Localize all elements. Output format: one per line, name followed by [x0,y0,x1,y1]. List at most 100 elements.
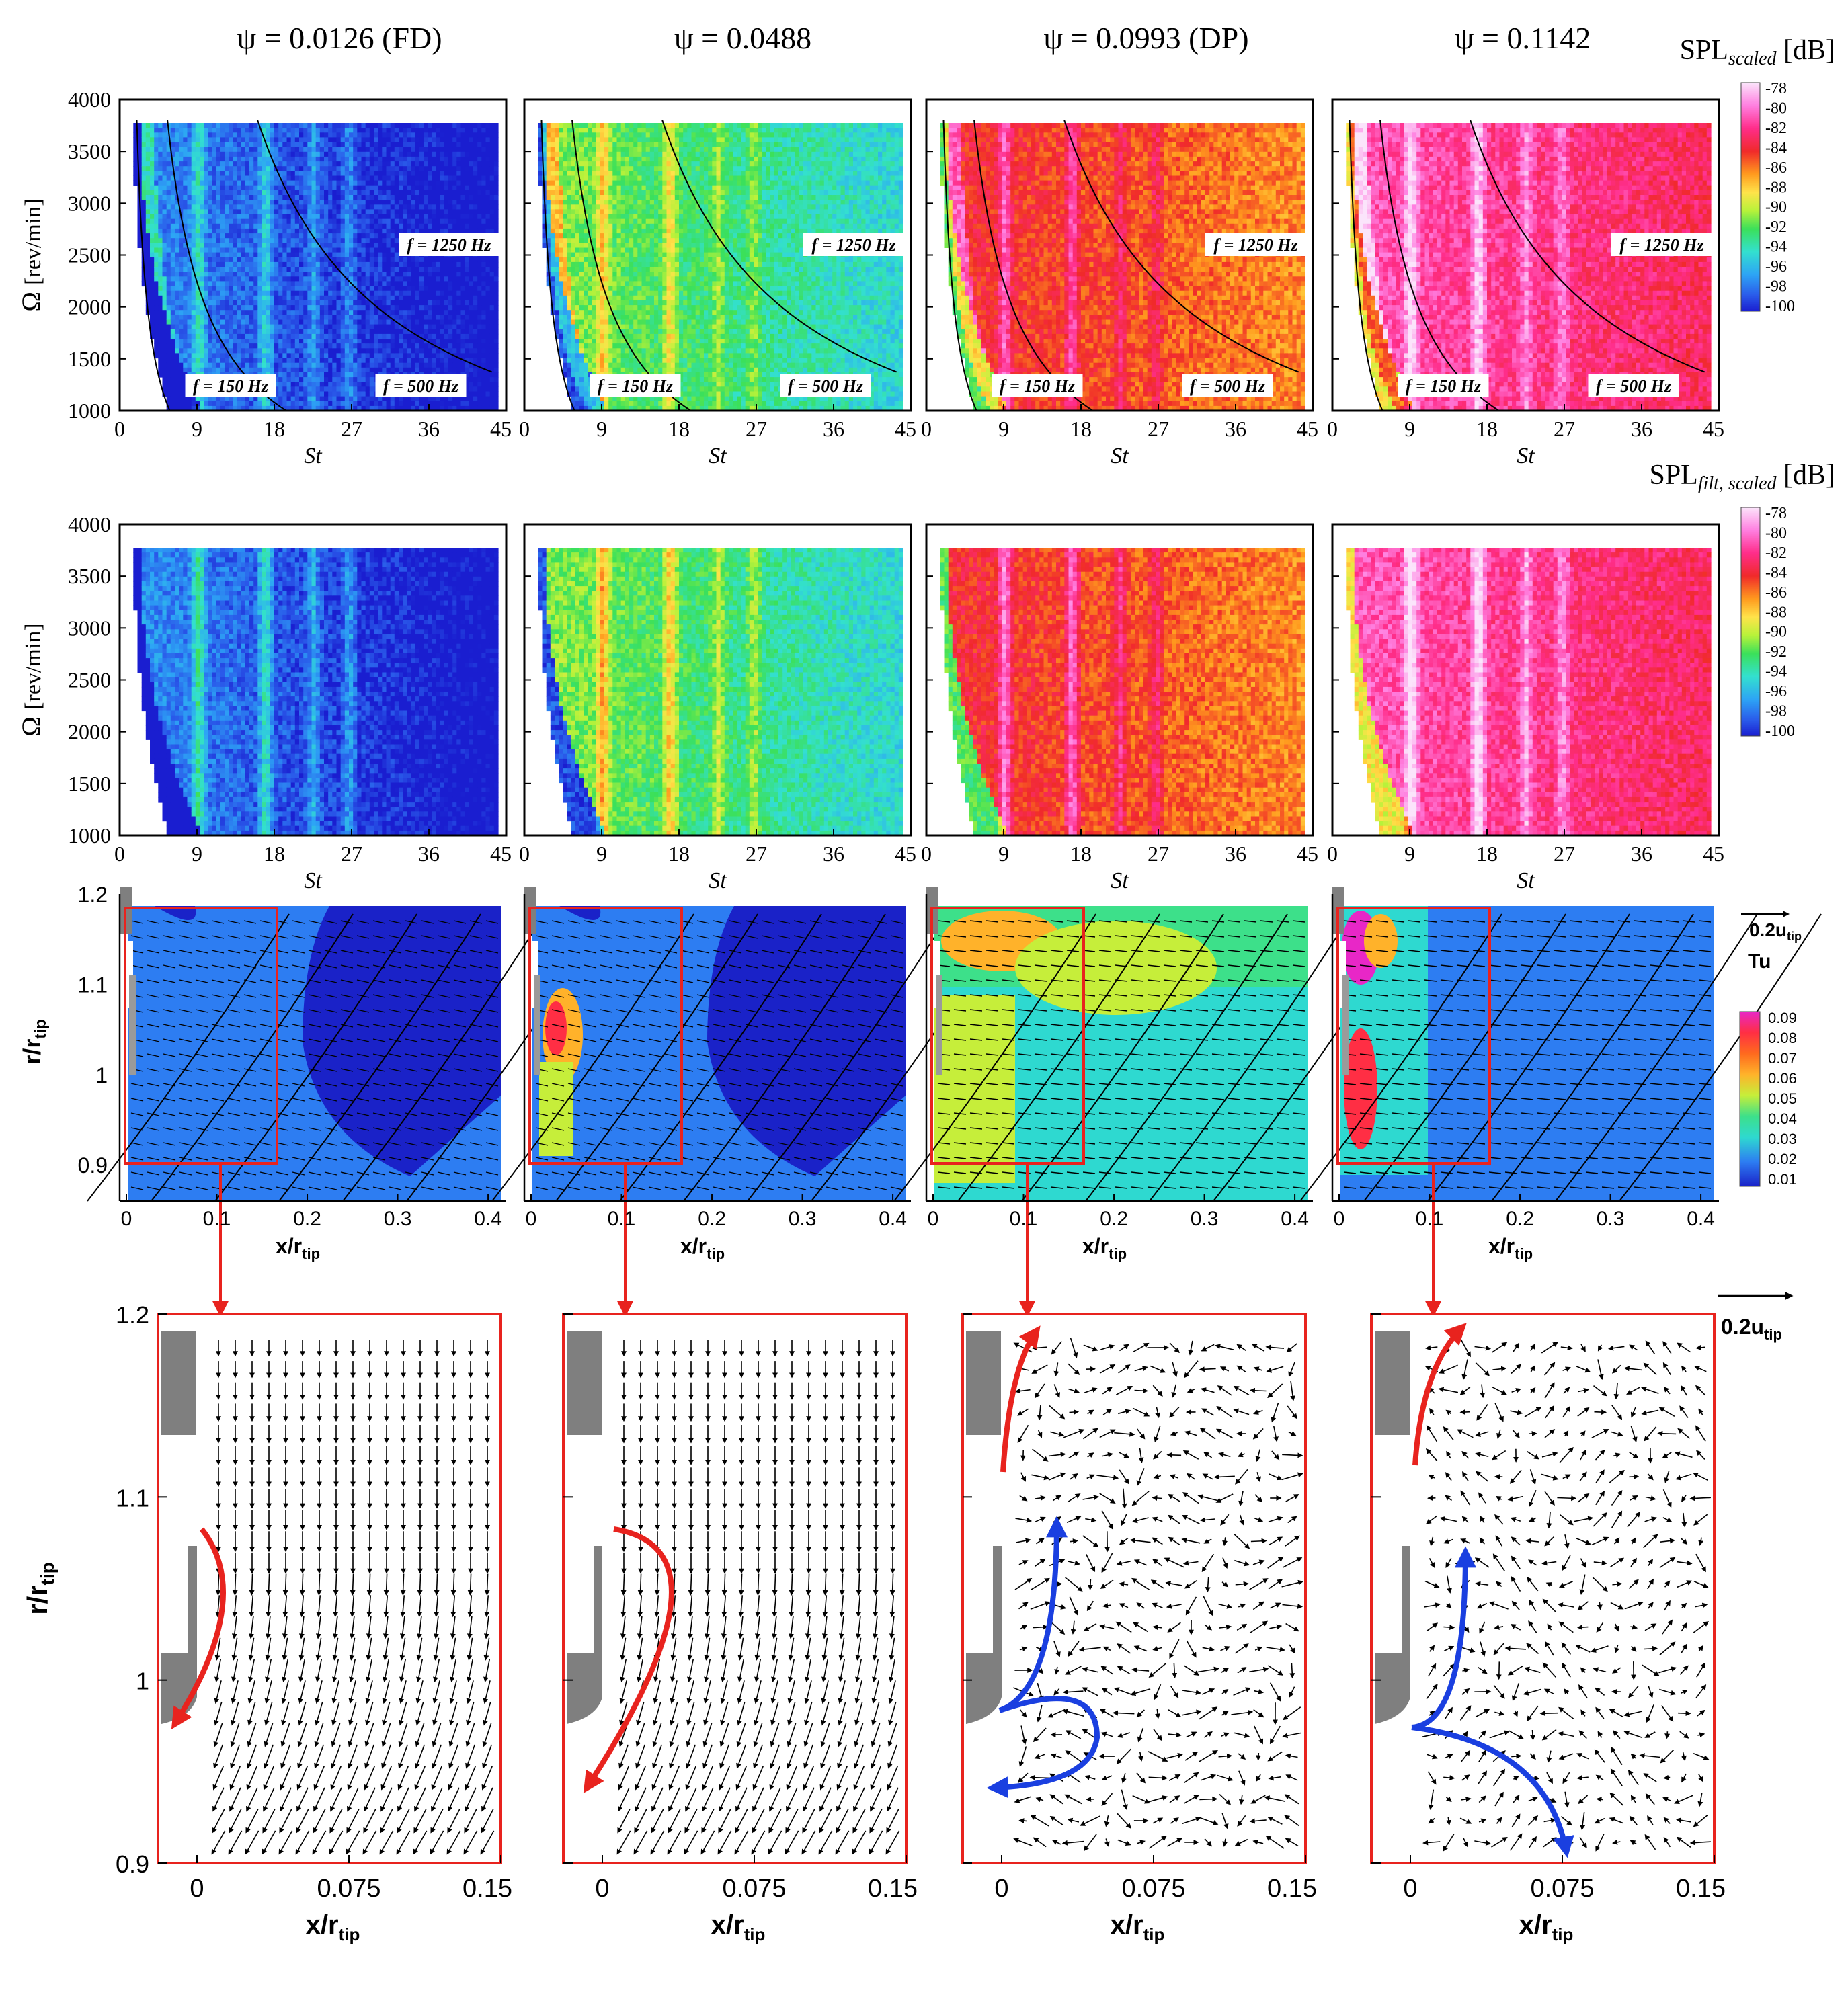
row4-panel-3: 0 0.075 0.15 x/rtip [961,1313,1317,1944]
row2-spl-heatmaps: Ω [rev/min]40003500300025002000150010000… [16,460,1835,893]
colorbar-tick: -86 [1765,584,1787,602]
x-tick-label: 0.1 [203,1208,231,1230]
vector-field [1422,1338,1711,1852]
x-tick-label: 0 [1403,1875,1417,1903]
x-tick-label: 27 [1148,417,1169,441]
column-title-3: ψ = 0.0993 (DP) [1043,21,1248,55]
x-tick-label: 0.15 [868,1875,918,1903]
x-tick-label: 36 [1631,417,1652,441]
zoom-panel-frame [961,1313,1307,1864]
x-tick-label: 0 [190,1875,204,1903]
x-tick-label: 0 [114,417,125,441]
colorbar-tick: -82 [1765,120,1787,137]
streamline [1555,913,1758,1202]
colorbar-tick: -98 [1765,278,1787,296]
x-tick-label: 9 [998,417,1009,441]
colorbar-tick: -92 [1765,643,1787,661]
vector-field [211,1340,495,1855]
row2-colorbar: SPLfilt, scaled [dB] -78 -80 -82 -84 -86 -88 -9… [1649,460,1835,740]
red-flow-arrow [171,1527,226,1730]
x-tick-label: 0 [1327,417,1338,441]
row3-y-tick-label: 1 [95,1063,108,1087]
x-tick-label: 0.1 [608,1208,636,1230]
x-tick-label: 0.1 [1416,1208,1444,1230]
row1-colorbar: SPLscaled [dB] -78 -80 -82 -84 -86 -88 -90 -92 -9… [1680,35,1835,315]
x-tick-label: 27 [746,417,767,441]
row1-y-axis-label: Ω [rev/min] [16,198,46,311]
colorbar-tick: 0.08 [1768,1030,1797,1046]
row4-y-tick-label: 1.1 [116,1484,149,1512]
x-tick-label: 0.2 [698,1208,726,1230]
frequency-label: f = 1250 Hz [1213,235,1298,255]
colorbar-title: Tu [1748,950,1771,973]
blue-flow-arrow [986,1696,1100,1799]
streamline [893,913,1096,1202]
x-tick-label: 0.2 [293,1208,321,1230]
x-tick-label: 36 [1225,417,1246,441]
x-tick-label: 0.4 [474,1208,502,1230]
colorbar-tick: -78 [1765,80,1787,97]
x-axis-label: x/rtip [711,1910,766,1944]
colorbar-tick: -82 [1765,544,1787,562]
x-tick-label: 0.3 [1597,1208,1625,1230]
x-tick-label: 0.15 [1267,1875,1317,1903]
colorbar-tick: -78 [1765,505,1787,522]
row1-panel-3: f = 150 Hz f = 500 Hz f = 1250 Hz 0 9 18 27 36 4… [921,98,1318,468]
frequency-curve [1063,120,1299,373]
colorbar-title: SPLscaled [dB] [1680,35,1835,69]
x-tick-label: 36 [418,417,440,441]
colorbar-tick: 0.06 [1768,1070,1797,1087]
colorbar-tick: -90 [1765,199,1787,216]
x-tick-label: 0 [114,841,125,866]
zoom-panel-frame [157,1313,502,1864]
row3-panel-4: 0 0.1 0.2 0.3 0.4 x/rtip [1299,887,1822,1317]
x-tick-label: 0.075 [1121,1875,1185,1903]
x-tick-label: 18 [668,417,690,441]
row3-y-tick-label: 1.1 [78,973,108,997]
colorbar-tick: -86 [1765,159,1787,177]
row2-panel-1: 0 9 18 27 36 45 St [114,523,512,893]
x-tick-label: 9 [998,841,1009,866]
row3-y-axis-label: r/rtip [18,1019,50,1064]
red-flow-arrow [583,1526,674,1794]
colorbar-tick: 0.05 [1768,1090,1797,1107]
streamline [342,913,545,1202]
row1-y-tick-label: 3500 [68,139,111,163]
colorbar-tick: 0.07 [1768,1050,1797,1067]
frequency-label: f = 150 Hz [193,376,269,396]
hub-shape [567,1331,602,1435]
frequency-label: f = 1250 Hz [407,235,491,255]
x-tick-label: 0 [1327,841,1338,866]
x-tick-label: 9 [596,841,607,866]
colorbar-tick: -80 [1765,524,1787,542]
x-tick-label: 0 [595,1875,609,1903]
colorbar-tick: -100 [1765,298,1795,315]
row1-y-tick-label: 4000 [68,87,111,112]
vector-reference-label: 0.2utip [1721,1315,1782,1343]
vector-reference-label: 0.2utip [1749,919,1802,943]
blade-tip-shape [1375,1546,1410,1724]
x-axis-label: St [1517,444,1535,468]
colorbar-tick: -92 [1765,218,1787,236]
colorbar-tick: -96 [1765,683,1787,700]
vector-field [535,920,903,1190]
x-tick-label: 45 [490,417,512,441]
x-tick-label: 0 [121,1208,132,1230]
x-tick-label: 45 [895,841,916,866]
colorbar-tick: -98 [1765,703,1787,721]
row1-y-tick-label: 3000 [68,191,111,215]
colorbar-title: SPLfilt, scaled [dB] [1649,460,1835,494]
x-tick-label: 45 [1297,841,1318,866]
x-tick-label: 9 [192,841,202,866]
zoom-box [124,907,278,1165]
row4-y-axis-label: r/rtip [22,1562,58,1615]
colorbar-tick: -94 [1765,663,1787,681]
zoom-panel-frame [1370,1313,1716,1864]
colorbar-tick: 0.02 [1768,1151,1797,1167]
frequency-label: f = 150 Hz [1000,376,1076,396]
x-axis-label: St [1517,868,1535,893]
x-tick-label: 0.15 [463,1875,512,1903]
x-tick-label: 18 [1070,841,1092,866]
row2-panel-3: 0 9 18 27 36 45 St [921,523,1318,893]
